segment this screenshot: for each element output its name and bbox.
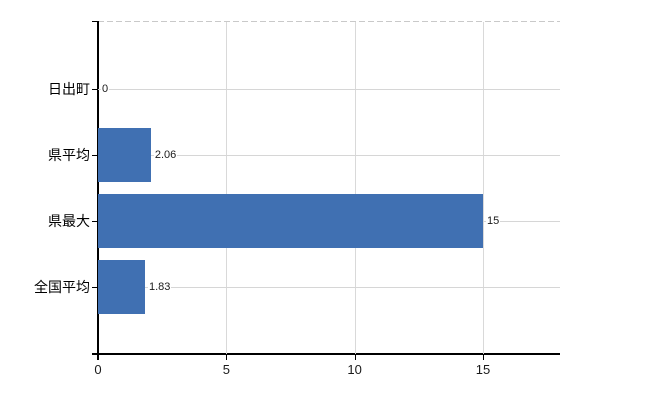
value-label: 1.83 [147,280,172,294]
y-axis-top-cap [92,21,98,22]
x-gridline [354,22,356,354]
x-axis-line [92,353,560,355]
x-tick-label: 15 [475,362,491,377]
plot-top-border [98,21,560,22]
category-label: 全国平均 [34,279,90,295]
x-axis-tick [354,354,356,360]
value-label: 15 [486,214,501,228]
x-gridline [226,22,228,354]
x-tick-label: 0 [94,362,102,377]
y-gridline [98,88,560,90]
x-tick-label: 5 [222,362,230,377]
y-axis-tick [92,154,98,156]
plot-area: 0 2.06 15 1.83 [98,22,560,354]
y-axis-tick [92,286,98,288]
category-label: 日出町 [48,81,90,97]
bar [98,194,483,248]
bar [98,260,145,314]
x-gridline [483,22,484,354]
bar [98,128,151,182]
y-axis-line [97,21,99,360]
category-label: 県平均 [48,147,90,163]
y-axis-tick [92,88,98,90]
x-axis-tick [226,354,228,360]
y-axis-tick [92,220,98,222]
category-label: 県最大 [48,213,90,229]
value-label: 0 [101,82,110,96]
value-label: 2.06 [153,148,178,162]
x-axis-tick [483,354,484,360]
x-tick-label: 10 [347,362,362,377]
y-gridline [98,154,560,156]
y-gridline [98,286,560,288]
